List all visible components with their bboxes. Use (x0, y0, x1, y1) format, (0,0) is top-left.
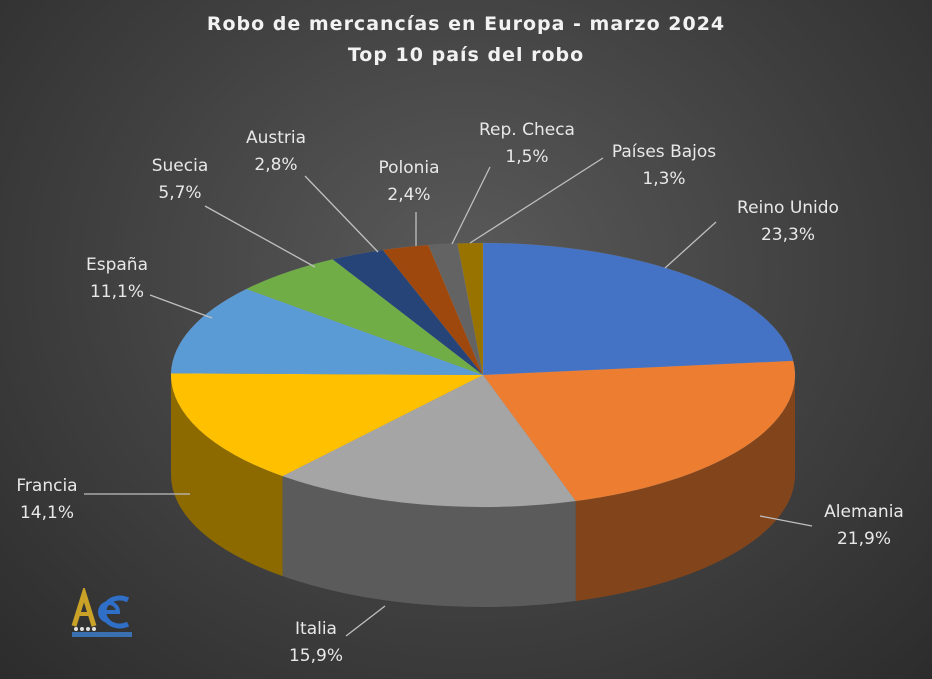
label-francia: Francia (16, 476, 77, 496)
leader-line-suecia (204, 205, 316, 268)
slice-francia (170, 373, 484, 477)
company-logo (71, 588, 132, 637)
slice-polonia (382, 244, 484, 376)
label-reino-unido: Reino Unido (737, 198, 839, 218)
label-rep-checa: Rep. Checa (479, 120, 575, 140)
slice-italia (281, 374, 577, 508)
slice-reino-unido (482, 242, 794, 376)
label-suecia: Suecia (152, 156, 209, 176)
chart-title: Robo de mercancías en Europa - marzo 202… (206, 13, 726, 35)
label-alemania: Alemania (824, 502, 904, 522)
leader-line-reino-unido (664, 221, 717, 269)
leader-line-rep-checa (451, 166, 491, 245)
leader-line-alemania (759, 515, 813, 527)
label-polonia: Polonia (378, 158, 439, 178)
label-paises-bajos: Países Bajos (612, 142, 716, 162)
leader-line-espana (149, 294, 213, 319)
slice-rep-checa (428, 243, 484, 376)
value-label-italia: 15,9% (289, 646, 343, 666)
label-espana: España (86, 255, 148, 275)
value-label-rep-checa: 1,5% (505, 147, 548, 167)
slice-suecia (245, 259, 484, 376)
value-label-paises-bajos: 1,3% (642, 169, 685, 189)
leader-line-paises-bajos (469, 157, 604, 244)
value-label-alemania: 21,9% (837, 529, 891, 549)
side-alemania (575, 375, 795, 602)
value-label-suecia: 5,7% (158, 183, 201, 203)
value-label-austria: 2,8% (254, 155, 297, 175)
slice-austria (332, 249, 484, 376)
leader-line-italia (345, 605, 386, 637)
label-austria: Austria (246, 128, 306, 148)
slice-espana (170, 288, 484, 376)
side-francia (171, 375, 283, 577)
value-label-francia: 14,1% (20, 503, 74, 523)
value-label-polonia: 2,4% (387, 185, 430, 205)
chart-subtitle: Top 10 país del robo (347, 44, 585, 66)
slice-alemania (482, 360, 796, 502)
side-italia (282, 476, 576, 607)
label-italia: Italia (295, 619, 337, 639)
value-label-espana: 11,1% (90, 282, 144, 302)
leader-line-austria (304, 175, 379, 253)
value-label-reino-unido: 23,3% (761, 225, 815, 245)
